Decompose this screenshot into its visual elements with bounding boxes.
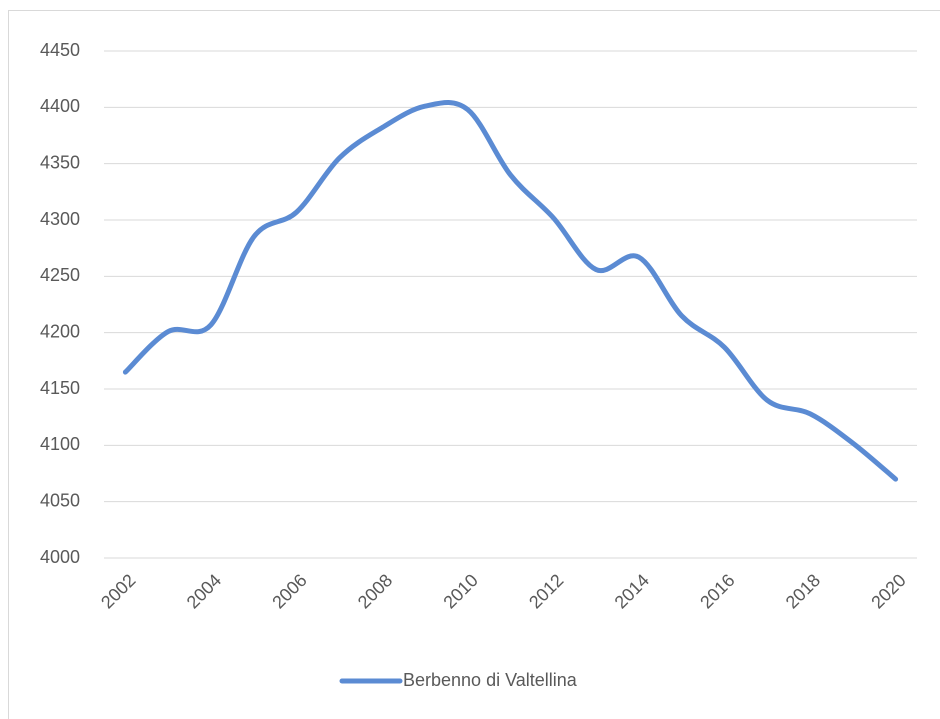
y-tick-label: 4100 [40, 434, 80, 454]
series-line [122, 99, 899, 482]
y-tick-label: 4400 [40, 96, 80, 116]
y-tick-label: 4350 [40, 152, 80, 172]
chart-frame [8, 10, 940, 719]
y-tick-label: 4200 [40, 321, 80, 341]
y-tick-label: 4150 [40, 378, 80, 398]
y-tick-label: 4450 [40, 40, 80, 60]
y-tick-label: 4300 [40, 209, 80, 229]
y-tick-label: 4050 [40, 490, 80, 510]
y-tick-label: 4250 [40, 265, 80, 285]
y-tick-label: 4000 [40, 547, 80, 567]
legend-label: Berbenno di Valtellina [403, 670, 578, 690]
